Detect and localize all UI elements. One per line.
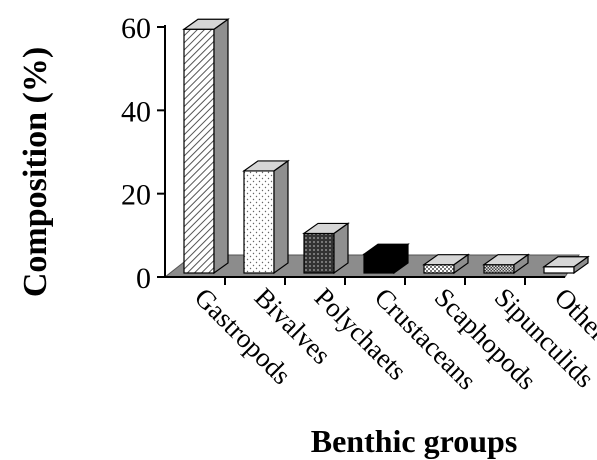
y-axis-label: Composition (%) (17, 47, 54, 297)
bar-sipunculids (482, 253, 530, 275)
bar-top (482, 254, 530, 266)
bar-front (423, 264, 455, 274)
bar-side (213, 18, 229, 275)
bar-top (422, 254, 470, 266)
bar-gastropods (182, 18, 230, 275)
bar-scaphopods (422, 253, 470, 275)
bar-front (303, 232, 335, 274)
bar-polychaets (302, 222, 350, 275)
bar-front (243, 170, 275, 274)
y-tick-label: 60 (121, 12, 151, 45)
bar-front (543, 266, 575, 274)
y-tick-label: 40 (121, 95, 151, 128)
bar-front (483, 264, 515, 274)
bar-front (183, 28, 215, 274)
y-tick-label: 20 (121, 179, 151, 212)
bar-top (242, 160, 290, 172)
y-tick-label: 0 (136, 262, 151, 295)
bar-top (182, 18, 230, 30)
bar-top (302, 222, 350, 235)
bar-top (362, 243, 410, 255)
bar-others (542, 255, 590, 275)
bar-side (273, 159, 289, 275)
bar-crustaceans (362, 243, 410, 275)
bar-bivalves (242, 159, 290, 275)
x-axis-label: Benthic groups (311, 423, 518, 459)
bar-top (542, 256, 590, 268)
bar-front (363, 253, 395, 274)
